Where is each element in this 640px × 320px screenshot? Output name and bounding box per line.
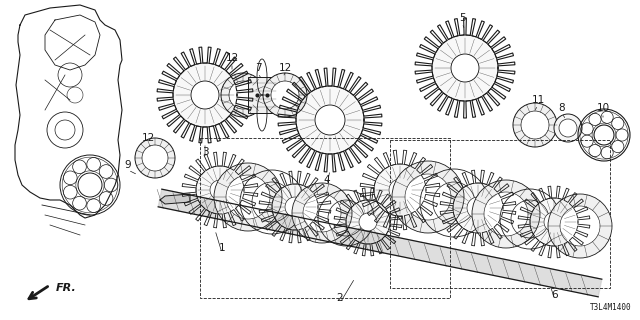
Bar [248, 77, 276, 113]
Circle shape [285, 197, 305, 217]
Text: 5: 5 [459, 13, 465, 23]
Circle shape [554, 114, 582, 142]
Text: 2: 2 [337, 293, 343, 303]
Bar [200, 138, 450, 298]
Circle shape [292, 183, 352, 243]
Text: 12: 12 [141, 133, 155, 143]
Circle shape [303, 194, 341, 232]
Circle shape [191, 81, 219, 109]
Circle shape [548, 194, 612, 258]
Circle shape [263, 73, 307, 117]
Text: 8: 8 [559, 103, 565, 113]
Text: 3: 3 [202, 147, 208, 157]
Circle shape [389, 179, 411, 201]
Text: 6: 6 [552, 290, 558, 300]
Text: 11: 11 [531, 95, 545, 105]
Text: 12: 12 [278, 63, 292, 73]
Circle shape [513, 103, 557, 147]
Text: 10: 10 [596, 103, 609, 113]
Circle shape [544, 212, 564, 232]
Circle shape [521, 111, 549, 139]
Circle shape [210, 180, 230, 200]
Circle shape [226, 175, 270, 219]
Text: 12: 12 [225, 53, 239, 63]
Circle shape [142, 145, 168, 171]
Text: 4: 4 [324, 175, 330, 185]
Bar [390, 140, 610, 288]
Circle shape [560, 206, 600, 246]
Text: T3L4M1400: T3L4M1400 [590, 303, 632, 312]
Circle shape [559, 119, 577, 137]
Text: 1: 1 [219, 243, 225, 253]
Circle shape [392, 161, 464, 233]
Circle shape [359, 213, 377, 231]
Circle shape [315, 105, 345, 135]
Text: 7: 7 [255, 63, 261, 73]
Circle shape [405, 174, 451, 220]
Circle shape [451, 54, 479, 82]
Circle shape [467, 197, 489, 219]
Text: FR.: FR. [56, 283, 77, 293]
Polygon shape [158, 189, 602, 297]
Text: 9: 9 [125, 160, 131, 170]
Circle shape [214, 163, 282, 231]
Circle shape [271, 81, 299, 109]
Circle shape [472, 180, 540, 248]
Circle shape [484, 192, 528, 236]
Polygon shape [160, 194, 190, 204]
Circle shape [221, 73, 265, 117]
Circle shape [135, 138, 175, 178]
Circle shape [229, 81, 257, 109]
